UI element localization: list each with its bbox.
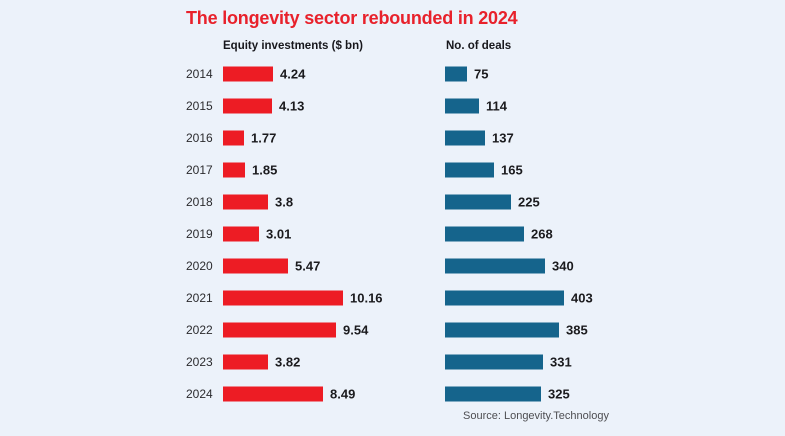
chart-rows: 2014 4.24 75 2015 4.13 114 2016 1.77 137… bbox=[186, 58, 746, 410]
year-label: 2023 bbox=[186, 355, 213, 369]
equity-bar bbox=[223, 98, 272, 114]
deals-value-label: 325 bbox=[548, 386, 570, 402]
equity-column-header: Equity investments ($ bn) bbox=[223, 40, 363, 52]
chart-row: 2024 8.49 325 bbox=[186, 378, 746, 410]
deals-bar bbox=[445, 290, 564, 306]
deals-value-label: 385 bbox=[566, 322, 588, 338]
equity-value-label: 3.01 bbox=[266, 226, 292, 242]
equity-bar bbox=[223, 162, 245, 178]
chart-row: 2015 4.13 114 bbox=[186, 90, 746, 122]
equity-bar bbox=[223, 66, 273, 82]
equity-value-label: 4.24 bbox=[280, 66, 306, 82]
chart-row: 2023 3.82 331 bbox=[186, 346, 746, 378]
deals-bar bbox=[445, 66, 467, 82]
equity-value-label: 1.77 bbox=[251, 130, 277, 146]
deals-bar bbox=[445, 386, 541, 402]
deals-bar bbox=[445, 354, 543, 370]
equity-value-label: 8.49 bbox=[330, 386, 356, 402]
equity-value-label: 10.16 bbox=[350, 290, 383, 306]
deals-value-label: 165 bbox=[501, 162, 523, 178]
year-label: 2019 bbox=[186, 227, 213, 241]
equity-bar bbox=[223, 130, 244, 146]
chart-row: 2019 3.01 268 bbox=[186, 218, 746, 250]
deals-value-label: 225 bbox=[518, 194, 540, 210]
year-label: 2022 bbox=[186, 323, 213, 337]
chart-title: The longevity sector rebounded in 2024 bbox=[186, 8, 518, 28]
deals-value-label: 137 bbox=[492, 130, 514, 146]
equity-bar bbox=[223, 354, 268, 370]
deals-value-label: 340 bbox=[552, 258, 574, 274]
year-label: 2016 bbox=[186, 131, 213, 145]
year-label: 2021 bbox=[186, 291, 213, 305]
chart-row: 2021 10.16 403 bbox=[186, 282, 746, 314]
deals-value-label: 268 bbox=[531, 226, 553, 242]
deals-bar bbox=[445, 98, 479, 114]
deals-value-label: 75 bbox=[474, 66, 489, 82]
chart-row: 2014 4.24 75 bbox=[186, 58, 746, 90]
year-label: 2017 bbox=[186, 163, 213, 177]
chart-row: 2017 1.85 165 bbox=[186, 154, 746, 186]
equity-value-label: 3.82 bbox=[275, 354, 301, 370]
equity-value-label: 3.8 bbox=[275, 194, 294, 210]
chart-row: 2016 1.77 137 bbox=[186, 122, 746, 154]
year-label: 2024 bbox=[186, 387, 213, 401]
chart-row: 2018 3.8 225 bbox=[186, 186, 746, 218]
deals-bar bbox=[445, 130, 485, 146]
deals-column-header: No. of deals bbox=[446, 40, 512, 52]
equity-bar bbox=[223, 290, 343, 306]
deals-bar bbox=[445, 226, 524, 242]
equity-value-label: 9.54 bbox=[343, 322, 369, 338]
equity-value-label: 5.47 bbox=[295, 258, 321, 274]
equity-value-label: 1.85 bbox=[252, 162, 278, 178]
year-label: 2015 bbox=[186, 99, 213, 113]
year-label: 2018 bbox=[186, 195, 213, 209]
equity-bar bbox=[223, 322, 336, 338]
chart-row: 2022 9.54 385 bbox=[186, 314, 746, 346]
equity-bar bbox=[223, 386, 323, 402]
deals-bar bbox=[445, 322, 559, 338]
year-label: 2014 bbox=[186, 67, 213, 81]
chart-row: 2020 5.47 340 bbox=[186, 250, 746, 282]
year-label: 2020 bbox=[186, 259, 213, 273]
deals-bar bbox=[445, 162, 494, 178]
deals-value-label: 331 bbox=[550, 354, 572, 370]
equity-bar bbox=[223, 194, 268, 210]
deals-value-label: 114 bbox=[486, 98, 507, 114]
deals-bar bbox=[445, 194, 511, 210]
equity-value-label: 4.13 bbox=[279, 98, 305, 114]
source-note: Source: Longevity.Technology bbox=[463, 410, 609, 422]
deals-bar bbox=[445, 258, 545, 274]
deals-value-label: 403 bbox=[571, 290, 593, 306]
equity-bar bbox=[223, 226, 259, 242]
equity-bar bbox=[223, 258, 288, 274]
